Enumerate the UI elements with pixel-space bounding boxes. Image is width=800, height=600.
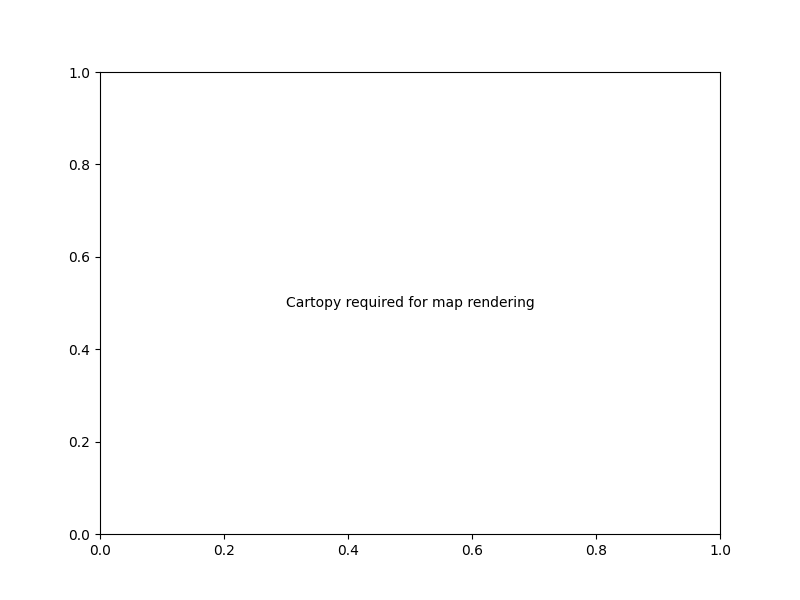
Text: Cartopy required for map rendering: Cartopy required for map rendering [286,296,534,310]
